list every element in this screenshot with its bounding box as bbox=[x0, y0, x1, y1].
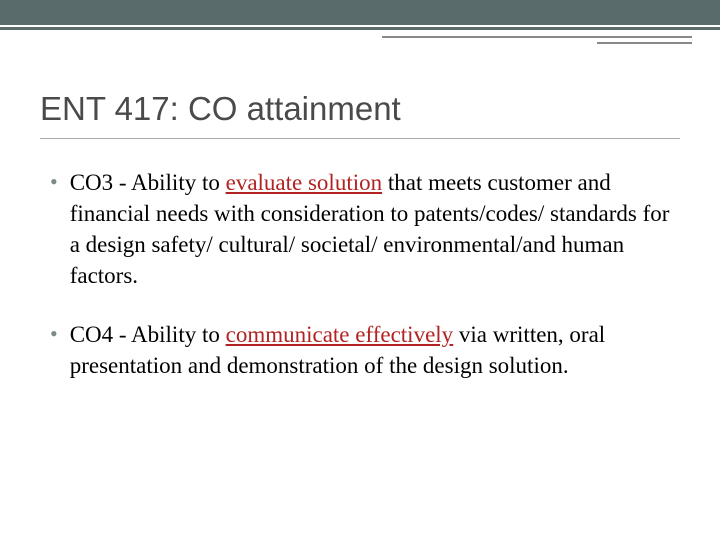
bullet-text: CO3 - Ability to evaluate solution that … bbox=[70, 167, 680, 291]
accent-decoration bbox=[382, 36, 692, 48]
bullet-text: CO4 - Ability to communicate effectively… bbox=[70, 319, 680, 381]
bullet-marker: • bbox=[50, 167, 58, 291]
bullet-item: • CO3 - Ability to evaluate solution tha… bbox=[40, 167, 680, 291]
top-bar bbox=[0, 0, 720, 30]
bullet-prefix: CO4 - Ability to bbox=[70, 322, 226, 347]
accent-line-long bbox=[382, 36, 692, 38]
accent-line-short bbox=[597, 42, 692, 44]
slide-title: ENT 417: CO attainment bbox=[40, 90, 680, 139]
slide-content: ENT 417: CO attainment • CO3 - Ability t… bbox=[40, 90, 680, 409]
bullet-highlight: communicate effectively bbox=[226, 322, 454, 347]
bullet-item: • CO4 - Ability to communicate effective… bbox=[40, 319, 680, 381]
bullet-marker: • bbox=[50, 319, 58, 381]
bullet-highlight: evaluate solution bbox=[226, 170, 383, 195]
bullet-prefix: CO3 - Ability to bbox=[70, 170, 226, 195]
